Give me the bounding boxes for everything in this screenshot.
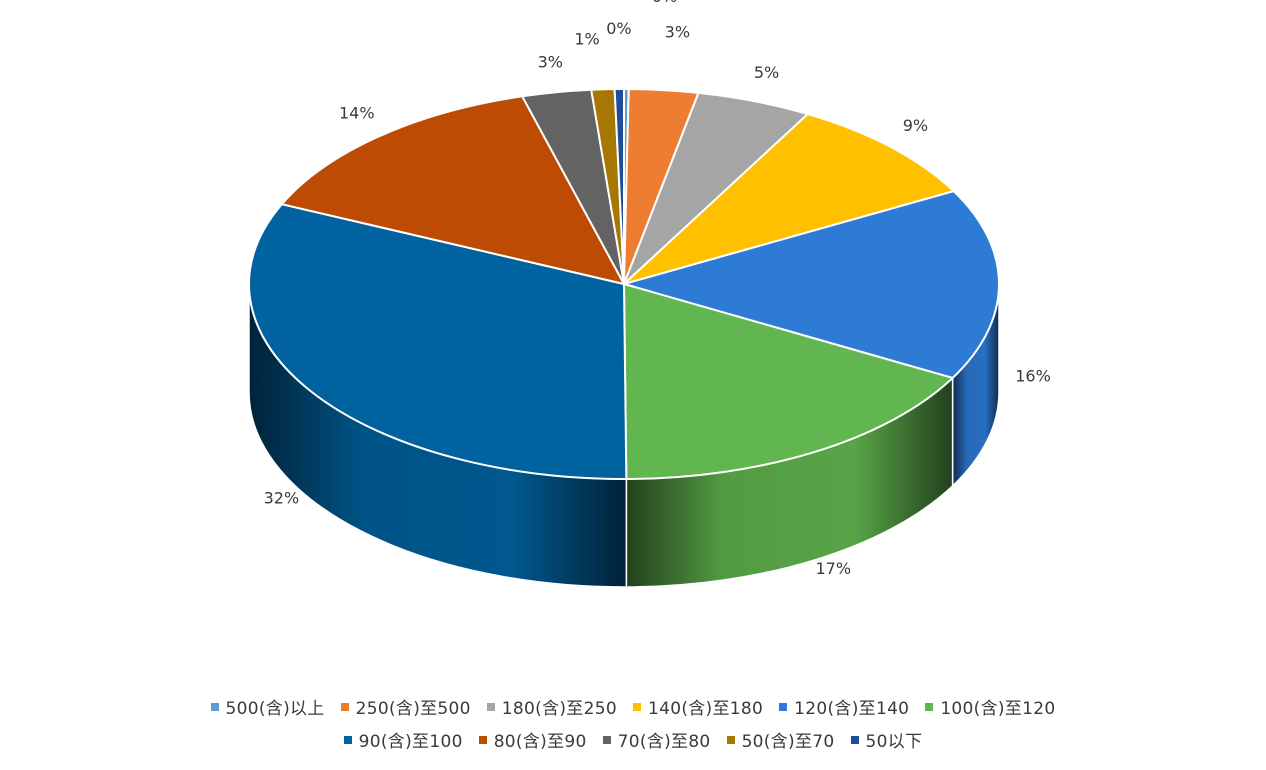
legend-label-8: 70(含)至80	[617, 732, 711, 752]
legend-swatch-6	[343, 735, 352, 744]
pie-slice-4	[620, 189, 1000, 380]
data-label-8: 3%	[538, 53, 563, 72]
legend-item-6: 90(含)至100	[343, 727, 463, 752]
legend-label-6: 90(含)至100	[358, 732, 463, 752]
pie-slice-5	[622, 282, 955, 480]
legend-label-7: 80(含)至90	[493, 732, 587, 752]
data-label-2: 5%	[754, 63, 779, 82]
pie-slice-6	[248, 203, 628, 480]
data-label-6: 32%	[264, 489, 300, 508]
legend-label-9: 50(含)至70	[741, 732, 835, 752]
data-label-1: 3%	[665, 22, 690, 41]
chart-legend: 500(含)以上 250(含)至500 180(含)至250 140(含)至180 12…	[0, 690, 1266, 756]
legend-label-4: 120(含)至140	[794, 699, 910, 719]
legend-label-1: 250(含)至500	[355, 699, 471, 719]
legend-swatch-5	[925, 702, 934, 711]
pie-slice-3	[623, 112, 956, 285]
legend-item-1: 250(含)至500	[340, 694, 471, 719]
legend-swatch-0	[210, 702, 219, 711]
data-label-0: 0%	[652, 0, 677, 6]
legend-label-0: 500(含)以上	[225, 699, 325, 719]
legend-swatch-10	[850, 735, 859, 744]
pie-chart-svg: 0% 3% 5% 9% 16% 17% 32% 14% 3% 1% 0%	[248, 0, 1051, 588]
legend-swatch-2	[486, 702, 495, 711]
pie-slice-7	[279, 95, 626, 286]
legend-label-5: 100(含)至120	[940, 699, 1056, 719]
legend-item-5: 100(含)至120	[925, 694, 1055, 719]
legend-row-1: 500(含)以上 250(含)至500 180(含)至250 140(含)至180 12…	[0, 690, 1266, 723]
legend-item-8: 70(含)至80	[602, 727, 711, 752]
data-label-5: 17%	[815, 559, 851, 578]
legend-swatch-8	[602, 735, 611, 744]
data-label-9: 1%	[574, 29, 599, 48]
legend-swatch-4	[779, 702, 788, 711]
legend-item-3: 140(含)至180	[632, 694, 764, 719]
data-label-10: 0%	[606, 19, 631, 38]
legend-swatch-3	[632, 702, 641, 711]
pie-data-labels: 0% 3% 5% 9% 16% 17% 32% 14% 3% 1% 0%	[264, 0, 1051, 578]
legend-row-2: 90(含)至100 80(含)至90 70(含)至80 50(含)至70 50以下	[0, 723, 1266, 756]
legend-label-10: 50以下	[865, 732, 923, 752]
data-label-3: 9%	[903, 116, 928, 135]
legend-item-7: 80(含)至90	[478, 727, 587, 752]
legend-label-3: 140(含)至180	[647, 699, 764, 719]
legend-label-2: 180(含)至250	[501, 699, 617, 719]
legend-item-0: 500(含)以上	[210, 694, 325, 719]
legend-swatch-7	[478, 735, 487, 744]
legend-item-4: 120(含)至140	[779, 694, 909, 719]
legend-swatch-1	[340, 702, 349, 711]
data-label-4: 16%	[1015, 367, 1051, 386]
data-label-7: 14%	[339, 104, 375, 123]
legend-item-2: 180(含)至250	[486, 694, 617, 719]
legend-item-10: 50以下	[850, 727, 923, 752]
pie-top-faces	[248, 87, 1000, 480]
pie-slice-10	[613, 87, 625, 285]
legend-item-9: 50(含)至70	[726, 727, 835, 752]
legend-swatch-9	[726, 735, 735, 744]
